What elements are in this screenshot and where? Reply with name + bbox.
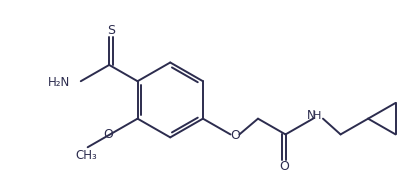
Text: O: O xyxy=(230,129,240,142)
Text: O: O xyxy=(103,128,113,141)
Text: O: O xyxy=(280,160,290,173)
Text: H: H xyxy=(313,111,321,121)
Text: N: N xyxy=(307,109,316,122)
Text: S: S xyxy=(107,24,115,37)
Text: CH₃: CH₃ xyxy=(76,149,97,162)
Text: H₂N: H₂N xyxy=(47,76,70,89)
